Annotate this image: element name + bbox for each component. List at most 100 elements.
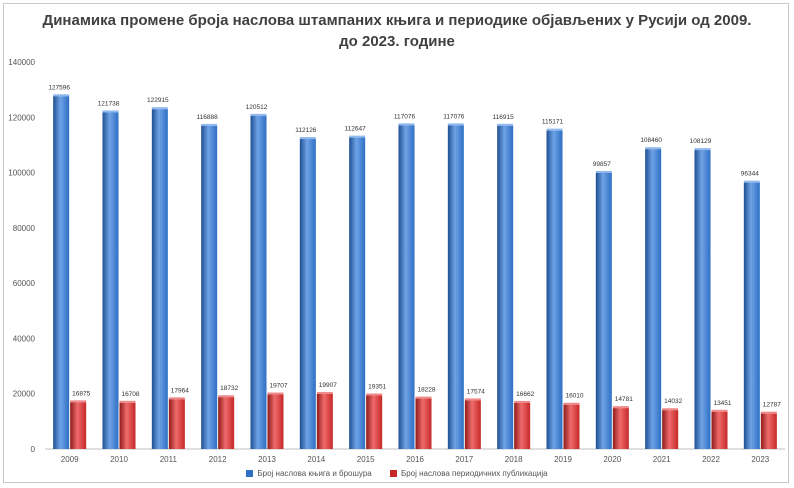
data-label-periodicals: 16662 bbox=[516, 391, 534, 398]
bar-top-periodicals bbox=[119, 400, 136, 403]
bar-top-periodicals bbox=[415, 396, 432, 399]
data-labels: 127596 16875 121738 16708 122915 17964 116888 1… bbox=[48, 84, 781, 408]
axes: 0 20000 40000 60000 80000 100000 120000 140000 2… bbox=[8, 58, 785, 464]
data-label-books: 108460 bbox=[640, 137, 662, 144]
bar-top-periodicals bbox=[514, 400, 531, 403]
x-tick-label: 2009 bbox=[61, 455, 79, 464]
x-tick-label: 2010 bbox=[110, 455, 128, 464]
data-label-books: 127596 bbox=[48, 84, 70, 91]
data-label-periodicals: 16708 bbox=[121, 391, 139, 398]
legend: Број наслова књига и брошура Број наслов… bbox=[0, 469, 794, 478]
x-tick-label: 2021 bbox=[653, 455, 671, 464]
bar-top-books bbox=[595, 170, 612, 173]
data-label-books: 116915 bbox=[493, 114, 515, 121]
data-label-periodicals: 14032 bbox=[664, 398, 682, 405]
data-label-periodicals: 12787 bbox=[763, 402, 781, 409]
bar-books bbox=[694, 150, 711, 449]
bar-top-books bbox=[299, 137, 316, 140]
bar-top-books bbox=[53, 94, 70, 97]
data-label-periodicals: 16010 bbox=[565, 393, 583, 400]
legend-item-periodicals: Број наслова периодичних публикација bbox=[389, 469, 548, 478]
data-label-periodicals: 16875 bbox=[72, 390, 90, 397]
legend-label-periodicals: Број наслова периодичних публикација bbox=[400, 469, 548, 478]
bar-periodicals bbox=[514, 402, 531, 449]
data-label-periodicals: 19707 bbox=[269, 383, 287, 390]
bar-top-books bbox=[447, 123, 464, 126]
bar-top-periodicals bbox=[662, 408, 679, 411]
bar-periodicals bbox=[612, 408, 629, 449]
bar-books bbox=[250, 115, 267, 450]
bar-periodicals bbox=[415, 398, 432, 449]
bar-books bbox=[645, 149, 662, 449]
x-tick-label: 2013 bbox=[258, 455, 276, 464]
bar-periodicals bbox=[366, 395, 383, 449]
x-tick-label: 2011 bbox=[160, 455, 178, 464]
data-label-books: 96344 bbox=[741, 171, 759, 178]
data-label-periodicals: 19907 bbox=[319, 382, 337, 389]
bar-periodicals bbox=[218, 397, 235, 449]
data-label-books: 116888 bbox=[197, 114, 219, 121]
x-tick-label: 2018 bbox=[505, 455, 523, 464]
data-label-books: 117076 bbox=[394, 113, 416, 120]
y-tick-label: 140000 bbox=[8, 58, 35, 67]
legend-label-books: Број наслова књига и брошура bbox=[257, 469, 372, 478]
x-tick-label: 2022 bbox=[702, 455, 720, 464]
y-tick-label: 60000 bbox=[13, 279, 36, 288]
bar-periodicals bbox=[662, 410, 679, 449]
legend-item-books: Број наслова књига и брошура bbox=[246, 469, 372, 478]
bars bbox=[53, 94, 777, 450]
data-label-books: 115171 bbox=[542, 119, 564, 126]
data-label-periodicals: 17964 bbox=[171, 387, 189, 394]
bar-top-periodicals bbox=[366, 393, 383, 396]
bar-top-books bbox=[497, 123, 514, 126]
legend-swatch-periodicals bbox=[389, 470, 397, 477]
bar-top-periodicals bbox=[168, 397, 185, 400]
bar-periodicals bbox=[316, 393, 333, 449]
legend-swatch-books bbox=[246, 470, 254, 477]
x-tick-label: 2020 bbox=[603, 455, 621, 464]
bar-top-books bbox=[694, 148, 711, 151]
bar-periodicals bbox=[760, 413, 777, 449]
bar-top-books bbox=[102, 110, 119, 113]
y-tick-label: 0 bbox=[31, 445, 36, 454]
bar-periodicals bbox=[119, 402, 136, 449]
y-tick-label: 20000 bbox=[13, 390, 36, 399]
bar-top-periodicals bbox=[612, 406, 629, 409]
bar-top-periodicals bbox=[267, 392, 284, 395]
bar-books bbox=[546, 130, 563, 449]
bar-top-periodicals bbox=[316, 391, 333, 394]
data-label-periodicals: 17574 bbox=[467, 388, 485, 395]
bar-top-books bbox=[645, 147, 662, 150]
bar-top-periodicals bbox=[760, 411, 777, 414]
bar-top-periodicals bbox=[563, 402, 580, 405]
data-label-books: 120512 bbox=[246, 104, 268, 111]
bar-books bbox=[151, 109, 168, 450]
x-tick-label: 2017 bbox=[455, 455, 473, 464]
y-tick-label: 100000 bbox=[8, 169, 35, 178]
x-tick-label: 2015 bbox=[357, 455, 375, 464]
bar-top-books bbox=[398, 123, 415, 126]
bar-top-books bbox=[201, 123, 218, 126]
bar-top-periodicals bbox=[70, 400, 87, 403]
bar-periodicals bbox=[267, 394, 284, 449]
x-tick-label: 2023 bbox=[751, 455, 769, 464]
bar-top-books bbox=[250, 113, 267, 116]
bar-books bbox=[398, 125, 415, 450]
bar-books bbox=[349, 137, 366, 449]
bar-books bbox=[497, 125, 514, 449]
bar-books bbox=[201, 125, 218, 449]
chart-title-line-2: до 2023. године bbox=[339, 33, 455, 50]
data-label-periodicals: 14781 bbox=[615, 396, 633, 403]
bar-top-periodicals bbox=[464, 398, 481, 401]
bar-periodicals bbox=[711, 411, 728, 449]
bar-books bbox=[595, 172, 612, 449]
data-label-periodicals: 13451 bbox=[713, 400, 731, 407]
data-label-books: 108129 bbox=[690, 138, 712, 145]
data-label-books: 122915 bbox=[147, 97, 169, 104]
bar-top-periodicals bbox=[711, 409, 728, 412]
data-label-books: 99857 bbox=[593, 161, 611, 168]
x-tick-label: 2014 bbox=[307, 455, 325, 464]
bar-books bbox=[743, 182, 760, 449]
bar-top-periodicals bbox=[218, 395, 235, 398]
data-label-books: 112647 bbox=[345, 126, 367, 133]
